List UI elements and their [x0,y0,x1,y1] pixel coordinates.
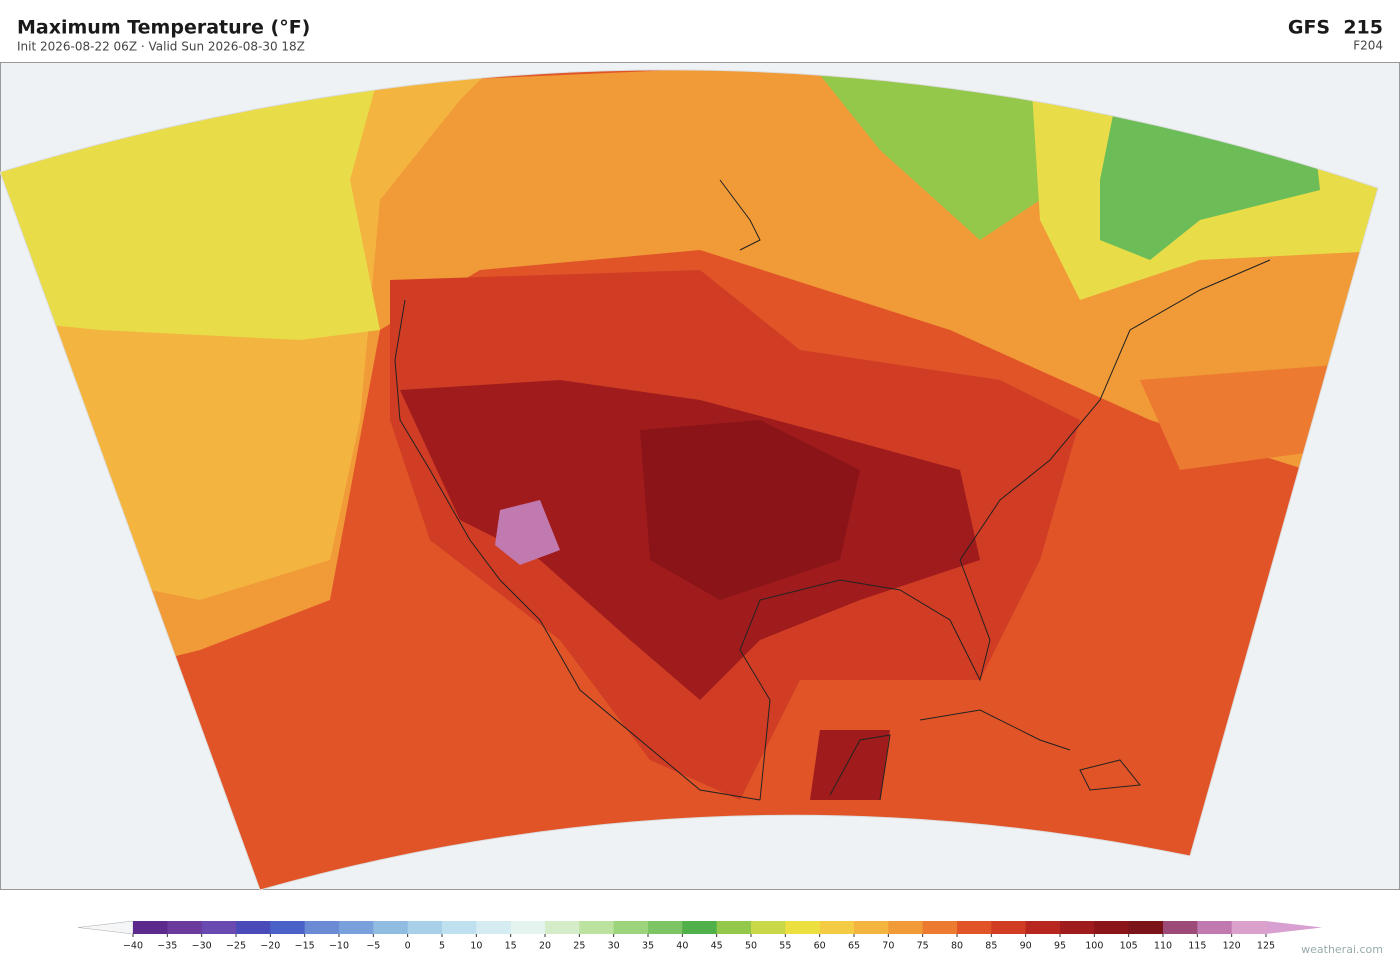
colorbar-tick-label: 25 [573,941,585,952]
colorbar-tick-label: 75 [917,941,929,952]
colorbar-tick-label: 5 [439,941,445,952]
colorbar-bin [991,921,1027,934]
colorbar-bin [1197,921,1233,934]
colorbar-tick-label: −5 [366,941,380,952]
colorbar-tick-label: 35 [642,941,654,952]
colorbar-extend-high [1266,921,1322,934]
colorbar-bin [888,921,924,934]
colorbar-tick-label: 50 [745,941,757,952]
colorbar-bin [922,921,958,934]
colorbar-bin [819,921,855,934]
colorbar-bin [579,921,615,934]
colorbar-bin [682,921,718,934]
colorbar-tick-label: 100 [1085,941,1103,952]
forecast-hour: F204 [1353,39,1383,53]
colorbar-extend-low [77,920,134,935]
colorbar-bin [201,921,237,934]
colorbar-tick-label: 55 [779,941,791,952]
colorbar-bin [339,921,374,934]
colorbar-tick-label: −40 [123,941,143,952]
colorbar-bin [133,921,168,934]
colorbar-bin [716,921,752,934]
colorbar-tick-label: 0 [405,941,411,952]
colorbar-bin [236,921,271,934]
subtitle: Init 2026-08-22 06Z · Valid Sun 2026-08-… [17,40,305,54]
colorbar-tick-label: 45 [711,941,723,952]
colorbar-bin [442,921,477,934]
colorbar-bin [1060,921,1095,934]
colorbar-tick-label: 70 [882,941,894,952]
colorbar-bin [1128,921,1164,934]
temperature-field [0,69,1378,890]
colorbar-tick-label: 115 [1188,941,1206,952]
colorbar-bin [545,921,580,934]
title: Maximum Temperature (°F) [17,17,310,39]
colorbar-tick-label: 80 [951,941,963,952]
colorbar-bin [1025,921,1061,934]
colorbar-tick-label: −25 [226,941,246,952]
colorbar-bin [1231,921,1267,934]
colorbar-tick-label: 10 [470,941,482,952]
colorbar-bin [648,921,683,934]
colorbar-bin [304,921,340,934]
colorbar-tick-label: −30 [192,941,212,952]
model-label: GFS 215 [1288,17,1383,39]
colorbar-bin [476,921,512,934]
colorbar-bin [167,921,203,934]
colorbar-bin [373,921,409,934]
colorbar-bin [751,921,786,934]
colorbar-bin [957,921,992,934]
colorbar-tick-label: 20 [539,941,551,952]
coastlines [394,179,1271,801]
domain-edge [0,69,1379,891]
colorbar-bin [854,921,889,934]
colorbar-tick-label: 15 [505,941,517,952]
colorbar-tick-label: 110 [1154,941,1172,952]
colorbar-bin [510,921,546,934]
colorbar-tick-label: 60 [814,941,826,952]
colorbar-bin [270,921,306,934]
colorbar-tick-label: 65 [848,941,860,952]
colorbar-bin [613,921,649,934]
colorbar-tick-label: 105 [1120,941,1138,952]
colorbar-tick-label: 90 [1020,941,1032,952]
colorbar-bin [407,921,443,934]
colorbar: −40 −35 −30 −25 −20 −15 −10 −5 0 5 10 15 20 25 30 35 40 4… [77,920,1322,952]
colorbar-tick-label: −35 [157,941,177,952]
colorbar-tick-label: −10 [329,941,349,952]
colorbar-tick-label: 85 [985,941,997,952]
watermark: weatherai.com [1301,943,1383,956]
colorbar-tick-label: 95 [1054,941,1066,952]
colorbar-bin [1094,921,1130,934]
colorbar-tick-label: −15 [295,941,315,952]
colorbar-bin [785,921,821,934]
colorbar-tick-label: 40 [676,941,688,952]
colorbar-tick-label: 120 [1223,941,1241,952]
colorbar-tick-label: −20 [260,941,280,952]
colorbar-tick-label: 125 [1257,941,1275,952]
colorbar-tick-label: 30 [608,941,620,952]
colorbar-bin [1163,921,1198,934]
